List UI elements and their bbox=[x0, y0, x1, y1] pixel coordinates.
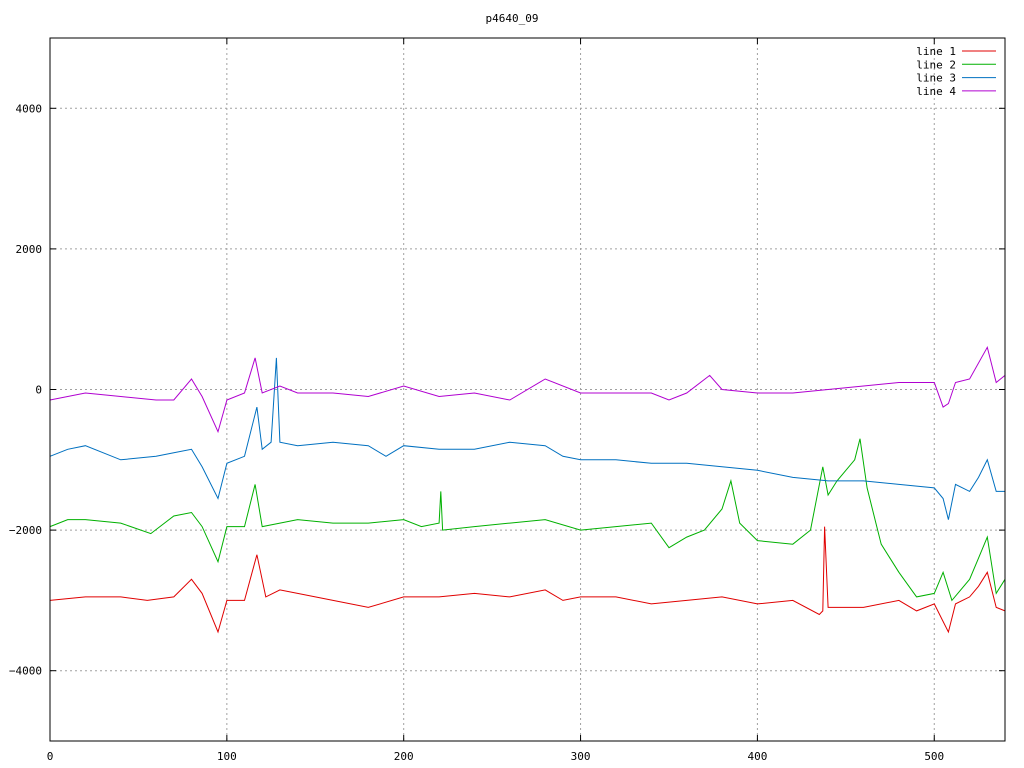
series-line-1 bbox=[49, 526, 1006, 634]
plot-series bbox=[49, 345, 1006, 634]
series-line-3 bbox=[49, 357, 1005, 520]
axes: 0 100 200 300 400 500 −4000 −2000 0 2000 4000 bbox=[9, 38, 1005, 763]
legend-label-3: line 3 bbox=[916, 72, 956, 85]
y-tick-label: 0 bbox=[35, 384, 42, 397]
x-tick-label: 0 bbox=[47, 750, 54, 763]
legend-label-4: line 4 bbox=[916, 85, 956, 98]
x-tick-label: 300 bbox=[571, 750, 591, 763]
grid bbox=[50, 38, 1005, 741]
y-tick-label: −4000 bbox=[9, 665, 42, 678]
y-tick-label: −2000 bbox=[9, 524, 42, 537]
y-tick-label: 4000 bbox=[16, 102, 43, 115]
legend-label-1: line 1 bbox=[916, 45, 956, 58]
series-line-2 bbox=[49, 438, 1006, 602]
series-line-4 bbox=[49, 345, 1006, 434]
y-tick-label: 2000 bbox=[16, 243, 43, 256]
legend-label-2: line 2 bbox=[916, 58, 956, 71]
x-tick-label: 500 bbox=[924, 750, 944, 763]
x-tick-label: 400 bbox=[747, 750, 767, 763]
chart-title: p4640_09 bbox=[486, 12, 539, 25]
x-tick-label: 100 bbox=[217, 750, 237, 763]
x-tick-label: 200 bbox=[394, 750, 414, 763]
